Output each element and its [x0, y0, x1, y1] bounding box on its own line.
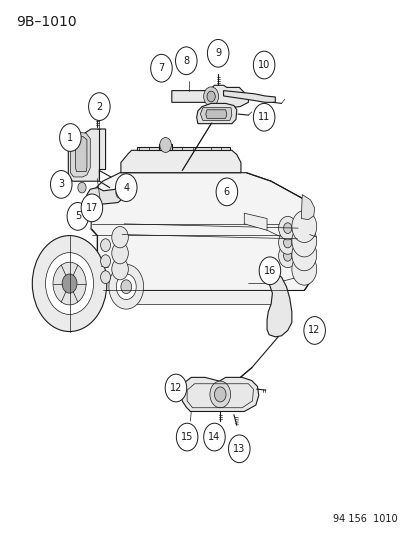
Text: 10: 10	[257, 60, 270, 70]
Polygon shape	[200, 108, 231, 120]
Circle shape	[121, 280, 131, 294]
Polygon shape	[91, 173, 312, 290]
Circle shape	[53, 262, 86, 305]
Polygon shape	[87, 188, 124, 205]
Circle shape	[283, 237, 291, 248]
Circle shape	[253, 51, 274, 79]
Circle shape	[100, 239, 110, 252]
Circle shape	[283, 251, 291, 261]
Polygon shape	[58, 182, 69, 190]
Polygon shape	[301, 195, 314, 220]
Polygon shape	[70, 132, 90, 177]
Circle shape	[216, 178, 237, 206]
Circle shape	[203, 87, 218, 106]
Text: 12: 12	[308, 326, 320, 335]
Circle shape	[207, 39, 228, 67]
Circle shape	[278, 231, 296, 254]
Text: 12: 12	[169, 383, 182, 393]
Text: 11: 11	[257, 112, 270, 122]
Text: 16: 16	[263, 266, 275, 276]
Text: 5: 5	[74, 212, 81, 221]
Text: 7: 7	[158, 63, 164, 73]
Polygon shape	[171, 85, 248, 108]
Circle shape	[62, 274, 77, 293]
Circle shape	[206, 91, 215, 102]
Circle shape	[115, 174, 137, 201]
Circle shape	[303, 317, 325, 344]
Polygon shape	[121, 150, 240, 173]
Circle shape	[259, 257, 280, 285]
Polygon shape	[263, 271, 291, 337]
Circle shape	[214, 387, 225, 402]
Polygon shape	[136, 147, 229, 150]
Circle shape	[176, 423, 197, 451]
Text: 13: 13	[233, 444, 245, 454]
Text: 15: 15	[180, 432, 193, 442]
Circle shape	[159, 138, 171, 152]
Text: 2: 2	[96, 102, 102, 111]
Polygon shape	[244, 213, 266, 230]
Circle shape	[100, 255, 110, 268]
Circle shape	[50, 171, 72, 198]
Text: 1: 1	[67, 133, 73, 142]
Circle shape	[165, 374, 186, 402]
Circle shape	[121, 181, 131, 194]
Polygon shape	[196, 103, 236, 124]
Circle shape	[291, 253, 316, 285]
Circle shape	[291, 211, 316, 243]
Polygon shape	[68, 129, 105, 181]
Circle shape	[150, 54, 172, 82]
Text: 94 156  1010: 94 156 1010	[332, 514, 396, 524]
Circle shape	[291, 225, 316, 257]
Circle shape	[81, 194, 102, 222]
Polygon shape	[75, 136, 87, 172]
Text: 14: 14	[208, 432, 220, 442]
Circle shape	[116, 188, 124, 198]
Circle shape	[59, 124, 81, 151]
Polygon shape	[223, 91, 275, 102]
Circle shape	[32, 236, 107, 332]
Circle shape	[291, 239, 316, 271]
Circle shape	[203, 423, 225, 451]
Polygon shape	[159, 144, 171, 150]
Circle shape	[78, 182, 86, 193]
Text: 8: 8	[183, 56, 189, 66]
Text: 9B–1010: 9B–1010	[17, 15, 77, 29]
Circle shape	[88, 93, 110, 120]
Circle shape	[109, 264, 143, 309]
Polygon shape	[120, 290, 281, 304]
Text: 17: 17	[85, 203, 98, 213]
Circle shape	[45, 253, 93, 314]
Circle shape	[100, 271, 110, 284]
Circle shape	[112, 227, 128, 248]
Text: 4: 4	[123, 183, 129, 192]
Circle shape	[209, 381, 230, 408]
Polygon shape	[205, 110, 226, 118]
Circle shape	[112, 243, 128, 264]
Circle shape	[228, 435, 249, 463]
Circle shape	[283, 223, 291, 233]
Circle shape	[67, 203, 88, 230]
Circle shape	[278, 216, 296, 240]
Text: 3: 3	[58, 180, 64, 189]
Circle shape	[253, 103, 274, 131]
Circle shape	[175, 47, 197, 75]
Text: 6: 6	[223, 187, 229, 197]
Circle shape	[112, 259, 128, 280]
Text: 9: 9	[215, 49, 221, 58]
Polygon shape	[181, 377, 258, 411]
Circle shape	[116, 274, 136, 300]
Circle shape	[278, 244, 296, 268]
